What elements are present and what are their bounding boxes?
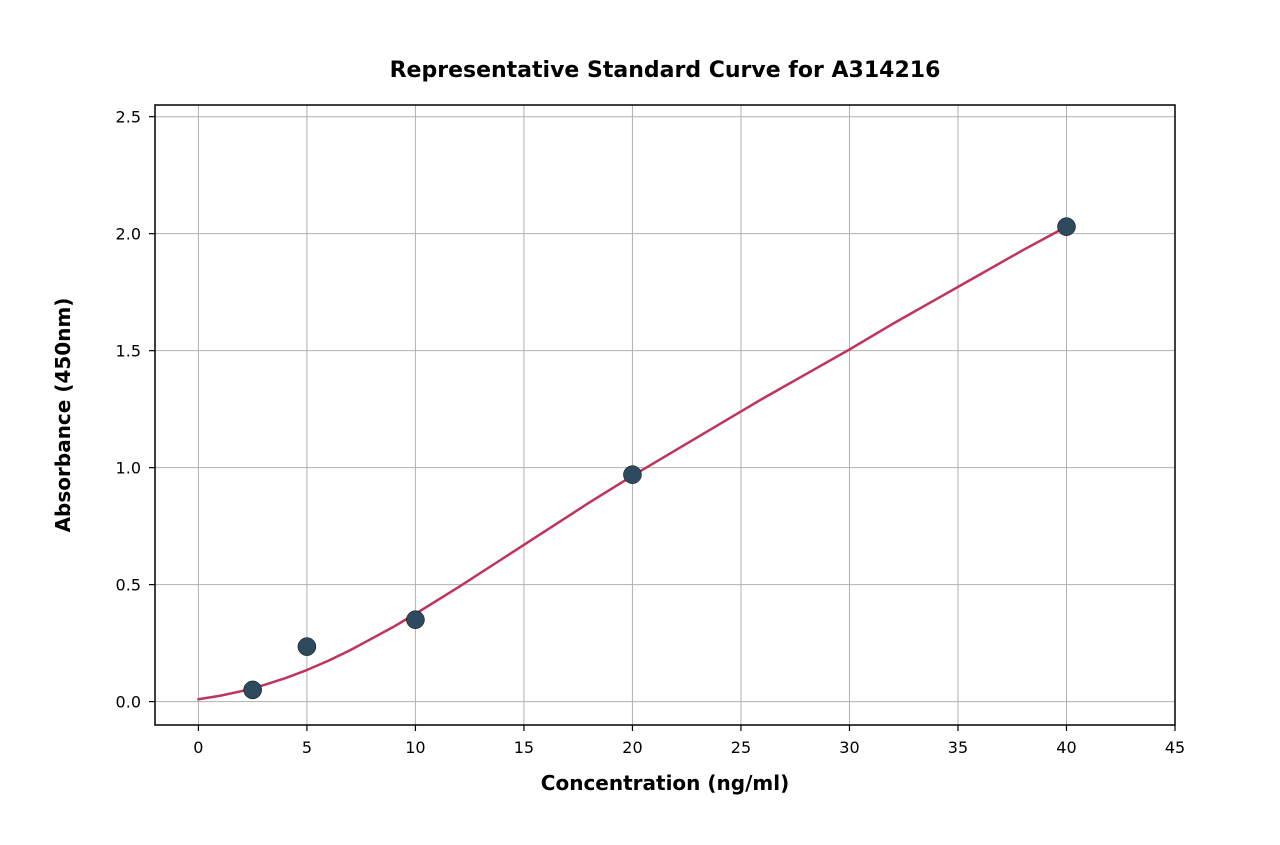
data-point (244, 681, 262, 699)
standard-curve-chart: 0 5 10 15 20 25 30 35 40 45 0.0 0.5 1.0 1.5 2.0 2.5 Repr… (0, 0, 1280, 845)
y-tick-label: 0.0 (116, 693, 141, 712)
x-tick-label: 20 (622, 738, 642, 757)
y-tick-label: 1.0 (116, 459, 141, 478)
x-tick-label: 35 (948, 738, 968, 757)
plot-bg (155, 105, 1175, 725)
y-axis-label: Absorbance (450nm) (51, 298, 75, 533)
x-axis-label: Concentration (ng/ml) (541, 771, 789, 795)
x-tick-label: 15 (514, 738, 534, 757)
y-tick-label: 2.0 (116, 225, 141, 244)
x-tick-label: 25 (731, 738, 751, 757)
data-point (298, 638, 316, 656)
y-tick-label: 0.5 (116, 576, 141, 595)
x-tick-label: 40 (1056, 738, 1076, 757)
x-tick-label: 0 (193, 738, 203, 757)
data-point (1057, 218, 1075, 236)
x-tick-label: 45 (1165, 738, 1185, 757)
chart-title: Representative Standard Curve for A31421… (390, 58, 941, 83)
y-tick-label: 1.5 (116, 342, 141, 361)
chart-container: 0 5 10 15 20 25 30 35 40 45 0.0 0.5 1.0 1.5 2.0 2.5 Repr… (0, 0, 1280, 845)
data-point (623, 466, 641, 484)
x-tick-label: 30 (839, 738, 859, 757)
x-tick-label: 5 (302, 738, 312, 757)
data-point (406, 611, 424, 629)
x-tick-label: 10 (405, 738, 425, 757)
y-tick-label: 2.5 (116, 108, 141, 127)
